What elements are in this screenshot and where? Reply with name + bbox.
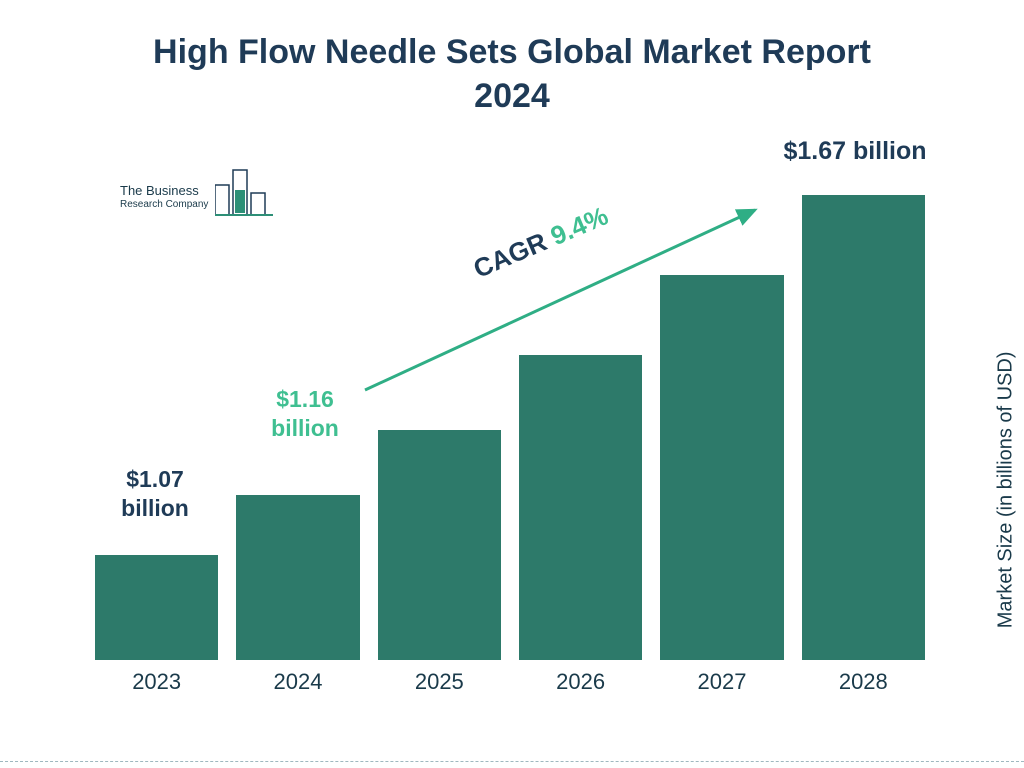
xlabel: 2027 bbox=[660, 669, 783, 695]
value-top: $1.16 bbox=[276, 386, 334, 412]
value-top: $1.07 bbox=[126, 466, 184, 492]
bar-rect bbox=[802, 195, 925, 660]
xlabel: 2023 bbox=[95, 669, 218, 695]
xlabel: 2024 bbox=[236, 669, 359, 695]
bars-container: 2023 2024 2025 2026 2027 2028 bbox=[95, 160, 925, 660]
yaxis-label: Market Size (in billions of USD) bbox=[995, 352, 1018, 629]
bar-rect bbox=[519, 355, 642, 660]
value-bottom: billion bbox=[121, 495, 189, 521]
xlabel: 2026 bbox=[519, 669, 642, 695]
value-text: $1.67 billion bbox=[783, 137, 926, 165]
bar-rect bbox=[95, 555, 218, 660]
bar-2023: 2023 bbox=[95, 555, 218, 660]
xlabel: 2025 bbox=[378, 669, 501, 695]
bar-rect bbox=[236, 495, 359, 660]
value-label-2024: $1.16 billion bbox=[245, 385, 365, 443]
bar-rect bbox=[660, 275, 783, 660]
value-label-2023: $1.07 billion bbox=[95, 465, 215, 523]
bar-2025: 2025 bbox=[378, 430, 501, 660]
bar-rect bbox=[378, 430, 501, 660]
value-label-2028: $1.67 billion bbox=[755, 136, 955, 167]
bar-2028: 2028 bbox=[802, 195, 925, 660]
bar-2027: 2027 bbox=[660, 275, 783, 660]
bar-2026: 2026 bbox=[519, 355, 642, 660]
value-bottom: billion bbox=[271, 415, 339, 441]
title-line2: 2024 bbox=[474, 77, 550, 115]
chart-title: High Flow Needle Sets Global Market Repo… bbox=[0, 30, 1024, 118]
bar-2024: 2024 bbox=[236, 495, 359, 660]
xlabel: 2028 bbox=[802, 669, 925, 695]
title-line1: High Flow Needle Sets Global Market Repo… bbox=[153, 33, 871, 71]
footer-divider bbox=[0, 761, 1024, 762]
chart-area: 2023 2024 2025 2026 2027 2028 $1.07 bill… bbox=[95, 160, 925, 700]
